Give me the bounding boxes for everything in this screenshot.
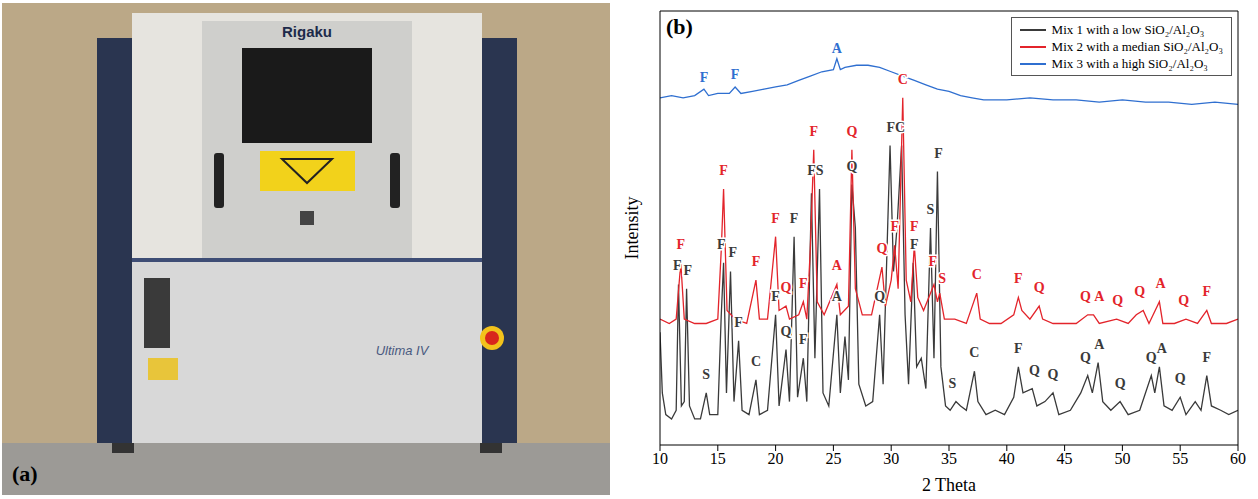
svg-text:50: 50 — [1114, 450, 1130, 467]
svg-text:A: A — [832, 41, 843, 56]
svg-text:Q: Q — [781, 324, 792, 339]
svg-text:Intensity: Intensity — [622, 197, 642, 260]
svg-text:55: 55 — [1172, 450, 1188, 467]
svg-text:60: 60 — [1230, 450, 1246, 467]
svg-text:F: F — [771, 211, 780, 226]
html-text:Mix 3 with a high SiO₂/Al₂O₃: Mix 3 with a high SiO₂/Al₂O₃ — [1051, 56, 1208, 71]
svg-text:Q: Q — [1146, 350, 1157, 365]
svg-text:C: C — [972, 267, 982, 282]
svg-text:25: 25 — [825, 450, 841, 467]
html-text:(b): (b) — [666, 14, 693, 39]
svg-text:Q: Q — [1080, 289, 1091, 304]
svg-text:A: A — [1157, 341, 1168, 356]
svg-text:F: F — [809, 124, 818, 139]
svg-text:40: 40 — [999, 450, 1015, 467]
svg-text:F: F — [673, 258, 682, 273]
svg-text:Q: Q — [846, 159, 857, 174]
svg-text:FC: FC — [886, 120, 905, 135]
svg-text:C: C — [751, 354, 761, 369]
svg-text:Q: Q — [874, 289, 885, 304]
svg-text:30: 30 — [883, 450, 899, 467]
svg-text:F: F — [1203, 350, 1212, 365]
svg-text:F: F — [934, 146, 943, 161]
html-text:Mix 1 with a low SiO₂/Al₂O₃: Mix 1 with a low SiO₂/Al₂O₃ — [1051, 22, 1205, 37]
svg-text:F: F — [734, 315, 743, 330]
svg-text:Q: Q — [1134, 284, 1145, 299]
svg-text:F: F — [910, 219, 919, 234]
svg-text:S: S — [938, 271, 946, 286]
svg-text:F: F — [717, 237, 726, 252]
svg-text:Rigaku: Rigaku — [282, 23, 332, 40]
svg-text:Ultima IV: Ultima IV — [376, 343, 430, 358]
svg-text:F: F — [799, 276, 808, 291]
svg-text:C: C — [969, 345, 979, 360]
svg-text:(a): (a) — [12, 461, 38, 486]
svg-text:S: S — [949, 376, 957, 391]
svg-text:F: F — [1014, 271, 1023, 286]
svg-text:F: F — [677, 237, 686, 252]
svg-text:10: 10 — [652, 450, 668, 467]
svg-text:15: 15 — [710, 450, 726, 467]
svg-text:Q: Q — [846, 124, 857, 139]
svg-text:F: F — [683, 263, 692, 278]
svg-text:F: F — [890, 219, 899, 234]
svg-text:Q: Q — [1080, 350, 1091, 365]
svg-text:F: F — [719, 163, 728, 178]
svg-text:A: A — [832, 289, 843, 304]
svg-text:F: F — [729, 245, 738, 260]
svg-text:45: 45 — [1057, 450, 1073, 467]
svg-text:F: F — [1203, 284, 1212, 299]
svg-text:F: F — [799, 332, 808, 347]
svg-text:S: S — [702, 367, 710, 382]
svg-text:FS: FS — [807, 163, 824, 178]
svg-text:F: F — [910, 237, 919, 252]
svg-text:S: S — [927, 202, 935, 217]
svg-text:Q: Q — [1112, 293, 1123, 308]
svg-text:F: F — [752, 254, 761, 269]
svg-text:20: 20 — [768, 450, 784, 467]
svg-text:A: A — [832, 258, 843, 273]
svg-text:35: 35 — [941, 450, 957, 467]
svg-text:Q: Q — [1175, 371, 1186, 386]
svg-text:F: F — [731, 67, 740, 82]
svg-text:F: F — [771, 289, 780, 304]
svg-text:A: A — [1094, 337, 1105, 352]
svg-text:2 Theta: 2 Theta — [922, 475, 976, 495]
svg-text:F: F — [929, 254, 938, 269]
svg-text:F: F — [790, 211, 799, 226]
svg-text:F: F — [1014, 341, 1023, 356]
html-text:Mix 2 with a median SiO₂/Al₂O₃: Mix 2 with a median SiO₂/Al₂O₃ — [1051, 39, 1223, 54]
svg-text:A: A — [1155, 276, 1166, 291]
svg-text:Q: Q — [1115, 376, 1126, 391]
svg-text:C: C — [898, 72, 908, 87]
svg-text:Q: Q — [1178, 293, 1189, 308]
svg-text:F: F — [700, 70, 709, 85]
svg-text:A: A — [1094, 289, 1105, 304]
svg-text:Q: Q — [1029, 363, 1040, 378]
svg-text:Q: Q — [877, 241, 888, 256]
svg-text:Q: Q — [1034, 280, 1045, 295]
svg-text:Q: Q — [1048, 367, 1059, 382]
svg-text:Q: Q — [781, 280, 792, 295]
